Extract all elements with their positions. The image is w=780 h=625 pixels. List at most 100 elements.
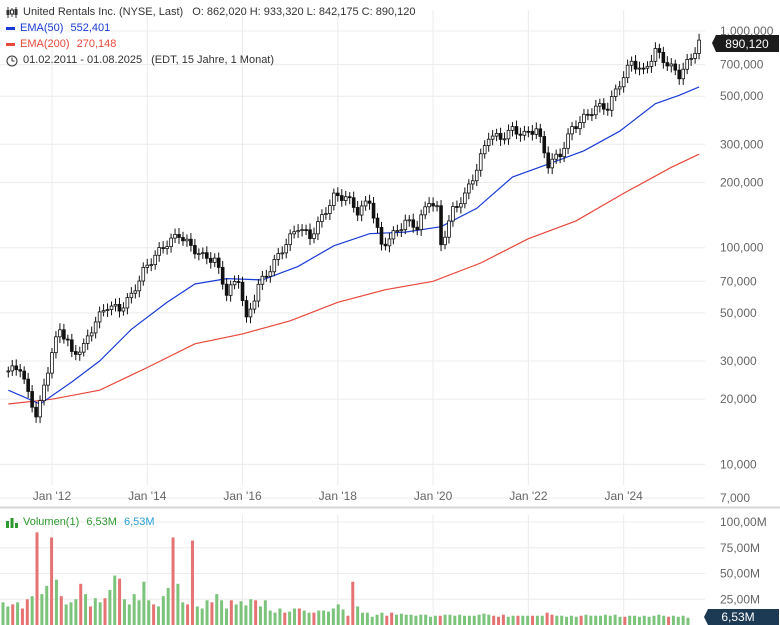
candle-body [697,39,701,54]
candle-body [538,128,543,137]
volume-bar [258,606,262,625]
volume-bar [336,604,340,625]
candle [657,43,662,59]
volume-bar [346,615,350,625]
volume-bar [93,598,97,625]
candle [598,98,602,113]
candle-body [173,234,177,239]
volume-bar [579,615,583,625]
candle-body [641,67,646,70]
candle-body [300,229,304,232]
volume-bar [409,614,413,625]
candle [58,323,62,344]
candle [459,197,463,214]
candle [324,207,328,220]
candle [77,346,82,361]
candle [105,303,110,317]
volume-bar [278,608,282,625]
legend-ema50[interactable]: EMA(50) 552,401 [6,21,110,36]
candle-body [77,351,82,355]
volume-bar [312,612,316,625]
candle-body [590,114,594,116]
candle-body [467,183,471,194]
volume-bar [467,615,471,625]
candle [669,58,674,73]
time-tick-label: Jan '20 [414,489,453,503]
candle-body [435,205,439,208]
volume-bar [50,537,54,625]
candle [498,127,503,146]
volume-bar [492,615,496,625]
candle-body [137,280,142,292]
candle [562,141,566,163]
candle [10,359,15,376]
volume-tick-label: 50,00M [720,567,760,581]
candle-body [220,267,225,285]
candle-body [105,309,110,311]
clock-icon [6,55,18,67]
range-info: (EDT, 15 Jahre, 1 Monat) [151,54,275,66]
candle-body [236,281,241,283]
candle [534,122,539,140]
candle [292,225,296,239]
volume-bar [370,616,374,625]
time-tick-label: Jan '18 [319,489,358,503]
ema50-value: 552,401 [70,22,111,34]
candle-body [546,152,551,169]
candle [189,233,193,252]
price-tick-label: 100,000 [720,241,764,255]
price-tick-label: 300,000 [720,137,764,151]
candle-body [613,88,618,97]
price-axis: 1.000.000 700,000 500,000 300,000 200,000 100… [720,24,774,505]
candle-body [244,300,249,318]
candle [594,99,598,120]
candle-body [399,229,404,232]
volume-bar [584,614,588,625]
volume-bar [186,604,190,625]
volume-bar [302,610,306,625]
volume-bar [152,604,156,625]
volume-bar [220,600,224,625]
volume-bar [6,606,10,625]
candle [470,174,475,190]
candle-body [375,217,380,228]
volume-bar [647,616,651,625]
volume-bar [239,601,243,625]
candle [14,359,19,376]
candle [474,163,479,186]
candle [125,293,130,315]
candle [109,301,114,316]
candle [661,46,666,69]
candle [308,223,312,246]
candle-body [240,281,245,301]
candle-body [502,138,507,141]
candle [347,192,352,205]
candle-body [685,59,689,70]
candle [494,128,499,142]
candle-body [324,213,328,216]
volume-bar [74,599,78,625]
candle-body [212,257,217,263]
candle-body [359,205,364,216]
candle-body [371,202,376,219]
volume-bar [477,614,481,625]
legend-ema200[interactable]: EMA(200) 270,148 [6,37,116,52]
candle [101,304,106,317]
candle-body [534,128,539,135]
volume-bar [589,615,593,625]
candle-body [459,203,463,208]
candle [363,195,368,211]
candle-body [141,266,146,282]
candle [272,254,277,277]
candle-body [574,126,578,130]
candle-body [50,352,54,374]
candle [22,366,26,384]
candle [566,128,570,155]
volume-bar [45,585,49,625]
candle [73,345,78,361]
candle [201,247,205,259]
price-tick-label: 30,000 [720,354,757,368]
candle-body [320,214,324,222]
volume-bar [526,615,530,625]
